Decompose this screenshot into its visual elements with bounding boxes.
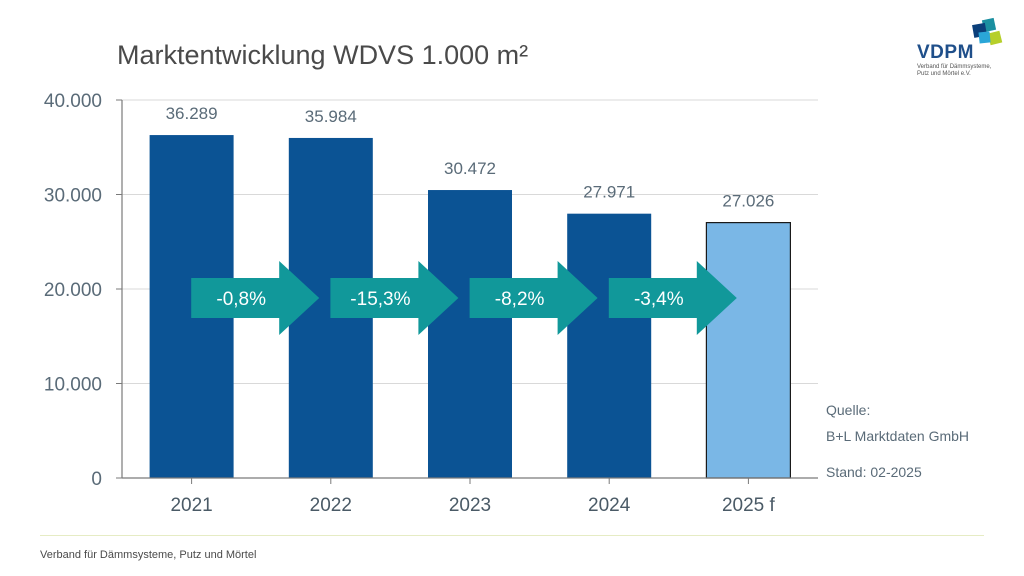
- data-label: 27.971: [583, 183, 635, 202]
- data-label: 35.984: [305, 107, 357, 126]
- bar: [428, 190, 512, 478]
- change-arrow: [469, 261, 598, 335]
- x-tick-label: 2023: [449, 495, 491, 516]
- logo-subtitle-line-1: Verband für Dämmsysteme,: [917, 64, 992, 70]
- data-label: 30.472: [444, 159, 496, 178]
- logo-wordmark: VDPM: [917, 42, 974, 63]
- logo-subtitle-line-2: Putz und Mörtel e.V.: [917, 71, 971, 77]
- bar: [705, 222, 792, 479]
- change-label: -3,4%: [634, 289, 684, 310]
- change-arrow: [330, 261, 459, 335]
- data-label: 36.289: [166, 104, 218, 123]
- logo-squares-icon: [972, 17, 1003, 46]
- y-tick-label: 10.000: [44, 375, 102, 396]
- footer-divider: [40, 535, 984, 536]
- change-label: -8,2%: [495, 289, 545, 310]
- change-arrow: [191, 261, 320, 335]
- change-arrow: [608, 261, 737, 335]
- y-tick-label: 20.000: [44, 280, 102, 301]
- logo-subtitle: Verband für Dämmsysteme, Putz und Mörtel…: [917, 64, 1007, 78]
- y-tick-label: 40.000: [44, 91, 102, 112]
- change-label: -15,3%: [350, 289, 410, 310]
- data-label: 27.026: [722, 192, 774, 211]
- y-tick-label: 0: [91, 469, 102, 490]
- source-date: Stand: 02-2025: [826, 464, 922, 480]
- source-label: Quelle:: [826, 402, 871, 418]
- x-tick-label: 2025 f: [722, 495, 776, 516]
- change-label: -0,8%: [216, 289, 266, 310]
- x-tick-label: 2022: [310, 495, 352, 516]
- chart-title: Marktentwicklung WDVS 1.000 m²: [117, 40, 529, 70]
- vdpm-logo: VDPM Verband für Dämmsysteme, Putz und M…: [903, 16, 1003, 86]
- x-tick-label: 2024: [588, 495, 631, 516]
- bar: [567, 213, 652, 478]
- x-tick-label: 2021: [170, 495, 212, 516]
- source-name: B+L Marktdaten GmbH: [826, 428, 970, 444]
- footer-text: Verband für Dämmsysteme, Putz und Mörtel: [40, 549, 257, 561]
- y-tick-label: 30.000: [44, 186, 102, 207]
